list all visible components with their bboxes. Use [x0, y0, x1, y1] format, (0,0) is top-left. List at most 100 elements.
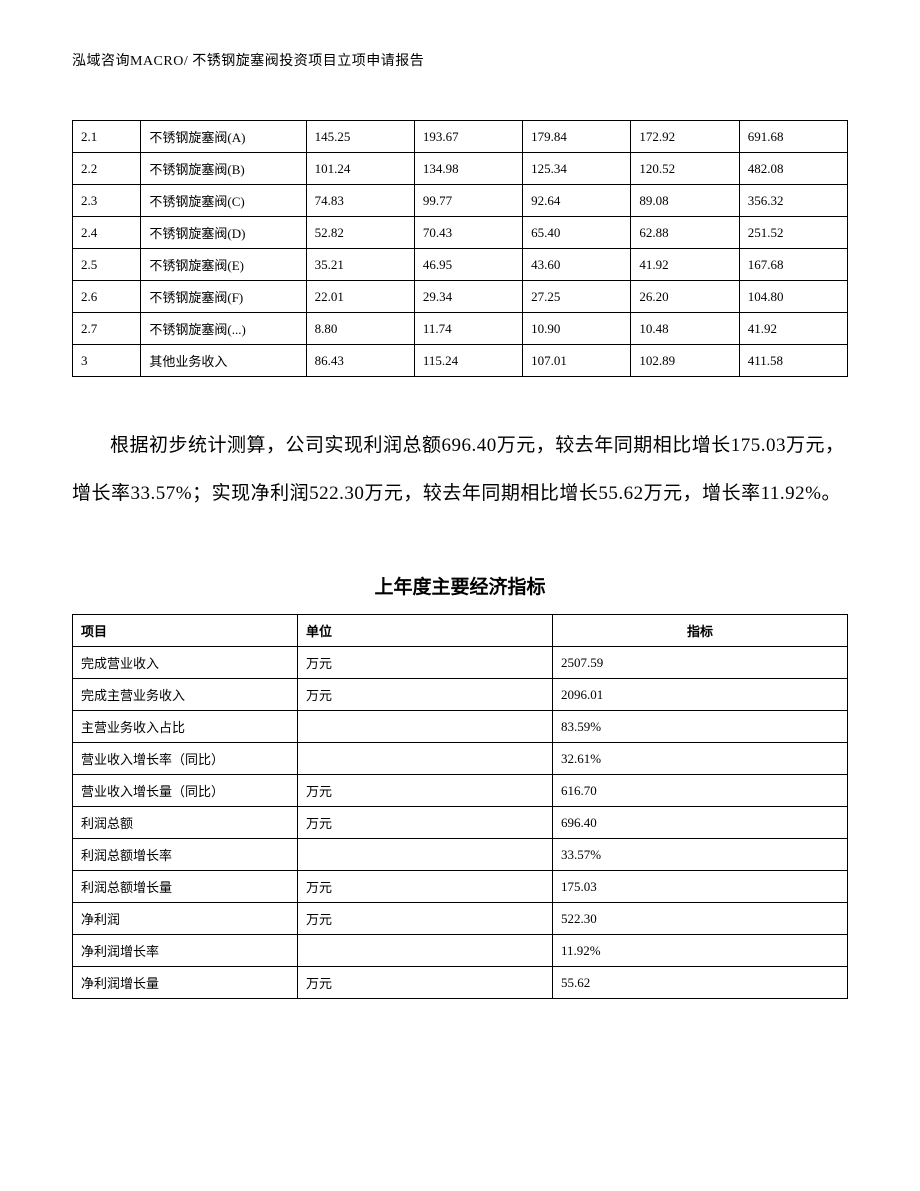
table2-header: 项目 单位 指标: [73, 615, 848, 647]
cell-metric: 32.61%: [553, 743, 848, 775]
cell-value: 120.52: [631, 153, 739, 185]
header-unit: 单位: [298, 615, 553, 647]
cell-index: 2.1: [73, 121, 141, 153]
cell-value: 10.90: [523, 313, 631, 345]
cell-value: 46.95: [414, 249, 522, 281]
cell-value: 101.24: [306, 153, 414, 185]
cell-item: 主营业务收入占比: [73, 711, 298, 743]
cell-value: 41.92: [631, 249, 739, 281]
cell-unit: 万元: [298, 647, 553, 679]
cell-metric: 2096.01: [553, 679, 848, 711]
page-header: 泓域咨询MACRO/ 不锈钢旋塞阀投资项目立项申请报告: [72, 50, 848, 70]
table-row: 2.3 不锈钢旋塞阀(C) 74.83 99.77 92.64 89.08 35…: [73, 185, 848, 217]
cell-unit: 万元: [298, 775, 553, 807]
cell-value: 29.34: [414, 281, 522, 313]
cell-value: 86.43: [306, 345, 414, 377]
table1-body: 2.1 不锈钢旋塞阀(A) 145.25 193.67 179.84 172.9…: [73, 121, 848, 377]
cell-value: 115.24: [414, 345, 522, 377]
cell-unit: 万元: [298, 967, 553, 999]
cell-unit: 万元: [298, 807, 553, 839]
cell-metric: 616.70: [553, 775, 848, 807]
summary-paragraph: 根据初步统计测算，公司实现利润总额696.40万元，较去年同期相比增长175.0…: [72, 422, 848, 517]
cell-item: 净利润增长率: [73, 935, 298, 967]
table2-body: 完成营业收入 万元 2507.59 完成主营业务收入 万元 2096.01 主营…: [73, 647, 848, 999]
cell-value: 691.68: [739, 121, 847, 153]
table-row: 2.2 不锈钢旋塞阀(B) 101.24 134.98 125.34 120.5…: [73, 153, 848, 185]
cell-value: 167.68: [739, 249, 847, 281]
cell-metric: 522.30: [553, 903, 848, 935]
cell-value: 8.80: [306, 313, 414, 345]
cell-value: 43.60: [523, 249, 631, 281]
table-row: 净利润 万元 522.30: [73, 903, 848, 935]
cell-metric: 55.62: [553, 967, 848, 999]
cell-value: 41.92: [739, 313, 847, 345]
cell-index: 2.5: [73, 249, 141, 281]
cell-item: 利润总额增长量: [73, 871, 298, 903]
header-text: 泓域咨询MACRO/ 不锈钢旋塞阀投资项目立项申请报告: [72, 54, 424, 69]
cell-value: 104.80: [739, 281, 847, 313]
table-row: 完成营业收入 万元 2507.59: [73, 647, 848, 679]
cell-value: 89.08: [631, 185, 739, 217]
cell-value: 62.88: [631, 217, 739, 249]
table-row: 2.5 不锈钢旋塞阀(E) 35.21 46.95 43.60 41.92 16…: [73, 249, 848, 281]
cell-metric: 2507.59: [553, 647, 848, 679]
cell-product: 不锈钢旋塞阀(A): [141, 121, 306, 153]
cell-value: 102.89: [631, 345, 739, 377]
cell-value: 107.01: [523, 345, 631, 377]
cell-index: 3: [73, 345, 141, 377]
cell-value: 22.01: [306, 281, 414, 313]
table-row: 完成主营业务收入 万元 2096.01: [73, 679, 848, 711]
table-row: 净利润增长量 万元 55.62: [73, 967, 848, 999]
cell-index: 2.6: [73, 281, 141, 313]
cell-value: 92.64: [523, 185, 631, 217]
cell-item: 利润总额: [73, 807, 298, 839]
cell-value: 52.82: [306, 217, 414, 249]
cell-product: 不锈钢旋塞阀(D): [141, 217, 306, 249]
cell-metric: 11.92%: [553, 935, 848, 967]
cell-unit: 万元: [298, 903, 553, 935]
cell-product: 不锈钢旋塞阀(B): [141, 153, 306, 185]
cell-product: 不锈钢旋塞阀(F): [141, 281, 306, 313]
cell-index: 2.2: [73, 153, 141, 185]
cell-unit: [298, 839, 553, 871]
cell-product: 其他业务收入: [141, 345, 306, 377]
cell-metric: 696.40: [553, 807, 848, 839]
cell-value: 193.67: [414, 121, 522, 153]
cell-item: 完成主营业务收入: [73, 679, 298, 711]
cell-item: 净利润: [73, 903, 298, 935]
cell-index: 2.3: [73, 185, 141, 217]
table-row: 2.1 不锈钢旋塞阀(A) 145.25 193.67 179.84 172.9…: [73, 121, 848, 153]
cell-value: 10.48: [631, 313, 739, 345]
cell-item: 净利润增长量: [73, 967, 298, 999]
cell-value: 26.20: [631, 281, 739, 313]
cell-value: 125.34: [523, 153, 631, 185]
table-row: 2.7 不锈钢旋塞阀(...) 8.80 11.74 10.90 10.48 4…: [73, 313, 848, 345]
header-metric: 指标: [553, 615, 848, 647]
cell-value: 145.25: [306, 121, 414, 153]
cell-value: 27.25: [523, 281, 631, 313]
table-row: 利润总额增长量 万元 175.03: [73, 871, 848, 903]
cell-value: 99.77: [414, 185, 522, 217]
cell-unit: [298, 743, 553, 775]
cell-item: 营业收入增长率（同比）: [73, 743, 298, 775]
cell-value: 74.83: [306, 185, 414, 217]
cell-value: 70.43: [414, 217, 522, 249]
table-row: 利润总额增长率 33.57%: [73, 839, 848, 871]
cell-unit: 万元: [298, 679, 553, 711]
economic-indicators-table: 项目 单位 指标 完成营业收入 万元 2507.59 完成主营业务收入 万元 2…: [72, 614, 848, 999]
table-row: 利润总额 万元 696.40: [73, 807, 848, 839]
cell-product: 不锈钢旋塞阀(...): [141, 313, 306, 345]
cell-value: 134.98: [414, 153, 522, 185]
cell-value: 482.08: [739, 153, 847, 185]
cell-product: 不锈钢旋塞阀(C): [141, 185, 306, 217]
cell-item: 营业收入增长量（同比）: [73, 775, 298, 807]
cell-index: 2.7: [73, 313, 141, 345]
table-header-row: 项目 单位 指标: [73, 615, 848, 647]
table-row: 净利润增长率 11.92%: [73, 935, 848, 967]
cell-value: 411.58: [739, 345, 847, 377]
cell-index: 2.4: [73, 217, 141, 249]
cell-value: 356.32: [739, 185, 847, 217]
table-row: 营业收入增长量（同比） 万元 616.70: [73, 775, 848, 807]
cell-value: 179.84: [523, 121, 631, 153]
cell-unit: 万元: [298, 871, 553, 903]
